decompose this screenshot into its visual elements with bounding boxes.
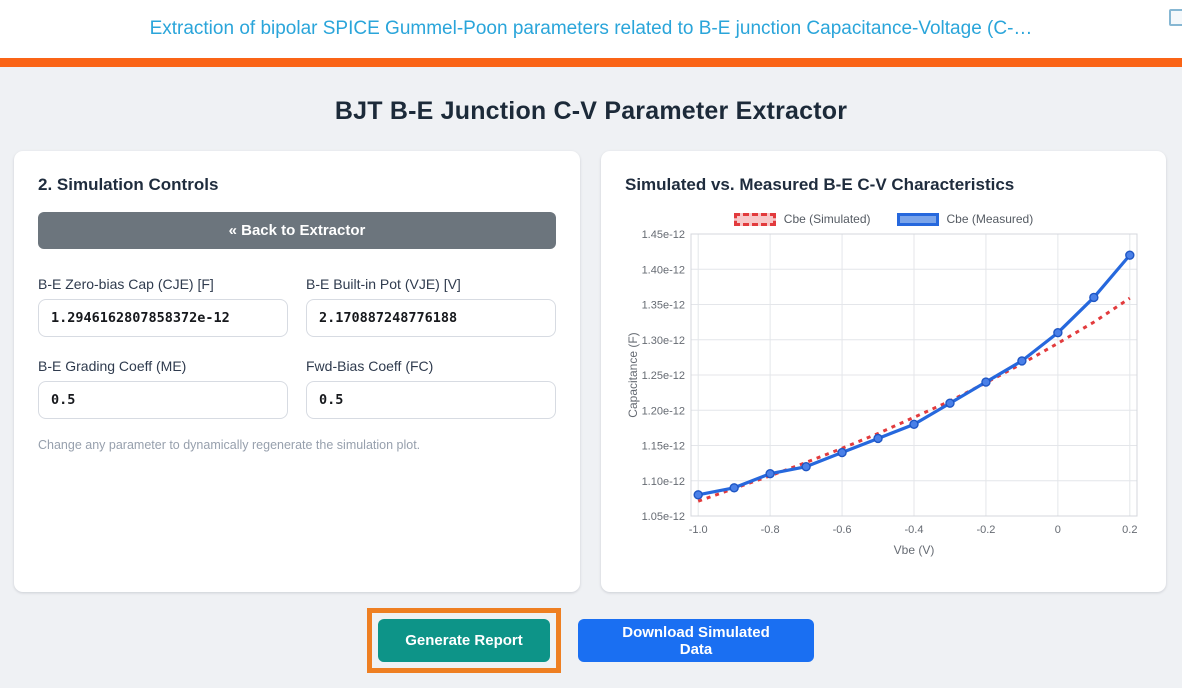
vje-input[interactable] — [306, 299, 556, 337]
controls-note: Change any parameter to dynamically rege… — [38, 438, 421, 452]
svg-text:0: 0 — [1055, 524, 1061, 536]
simulated-series-label: Cbe (Simulated) — [783, 212, 871, 226]
app-header: Extraction of bipolar SPICE Gummel-Poon … — [0, 0, 1182, 58]
simulated-series-swatch — [733, 212, 776, 226]
svg-text:Vbe (V): Vbe (V) — [894, 543, 935, 557]
fc-input[interactable] — [306, 381, 556, 419]
me-input[interactable] — [38, 381, 288, 419]
field-fc: Fwd-Bias Coeff (FC) — [306, 358, 556, 419]
field-cje: B-E Zero-bias Cap (CJE) [F] — [38, 276, 288, 337]
svg-text:1.40e-12: 1.40e-12 — [642, 264, 685, 276]
app-header-title: Extraction of bipolar SPICE Gummel-Poon … — [149, 18, 1033, 39]
parameter-fields: B-E Zero-bias Cap (CJE) [F] B-E Built-in… — [38, 276, 556, 419]
back-to-extractor-button[interactable]: « Back to Extractor — [38, 212, 556, 249]
cv-chart: 1.05e-12 1.10e-12 1.15e-12 1.20e-12 1.25e-12… — [626, 229, 1138, 557]
measured-series-swatch — [896, 212, 939, 226]
chart-heading: Simulated vs. Measured B-E C-V Character… — [625, 175, 1015, 194]
svg-text:1.30e-12: 1.30e-12 — [642, 335, 685, 347]
svg-text:1.45e-12: 1.45e-12 — [642, 229, 685, 241]
svg-text:1.05e-12: 1.05e-12 — [642, 511, 685, 523]
page-title: BJT B-E Junction C-V Parameter Extractor — [334, 97, 848, 125]
svg-text:1.15e-12: 1.15e-12 — [642, 441, 685, 453]
cje-input[interactable] — [38, 299, 288, 337]
field-me: B-E Grading Coeff (ME) — [38, 358, 288, 419]
svg-text:-1.0: -1.0 — [689, 524, 708, 536]
chart-panel: Simulated vs. Measured B-E C-V Character… — [601, 151, 1166, 592]
svg-text:1.35e-12: 1.35e-12 — [642, 300, 685, 312]
generate-report-button[interactable]: Generate Report — [378, 619, 550, 662]
cje-label: B-E Zero-bias Cap (CJE) [F] — [38, 276, 214, 292]
svg-text:-0.8: -0.8 — [761, 524, 780, 536]
legend-item-measured: Cbe (Measured) — [896, 212, 1034, 226]
external-window-icon[interactable] — [1169, 9, 1182, 26]
svg-text:1.20e-12: 1.20e-12 — [642, 405, 685, 417]
controls-heading: 2. Simulation Controls — [38, 175, 219, 194]
vje-label: B-E Built-in Pot (VJE) [V] — [306, 276, 461, 292]
field-vje: B-E Built-in Pot (VJE) [V] — [306, 276, 556, 337]
measured-series-label: Cbe (Measured) — [946, 212, 1034, 226]
simulation-controls-panel: 2. Simulation Controls « Back to Extract… — [14, 151, 580, 592]
svg-text:1.25e-12: 1.25e-12 — [642, 370, 685, 382]
legend-item-simulated: Cbe (Simulated) — [733, 212, 871, 226]
svg-text:1.10e-12: 1.10e-12 — [642, 476, 685, 488]
svg-text:0.2: 0.2 — [1122, 524, 1137, 536]
svg-text:Capacitance (F): Capacitance (F) — [626, 332, 640, 417]
accent-bar — [0, 58, 1182, 67]
svg-text:-0.4: -0.4 — [905, 524, 924, 536]
download-simulated-data-button[interactable]: Download Simulated Data — [578, 619, 814, 662]
me-label: B-E Grading Coeff (ME) — [38, 358, 187, 374]
svg-text:-0.6: -0.6 — [833, 524, 852, 536]
action-highlight-box: Generate Report — [367, 608, 561, 673]
actions-row: Generate Report Download Simulated Data — [367, 608, 814, 673]
fc-label: Fwd-Bias Coeff (FC) — [306, 358, 434, 374]
chart-legend: Cbe (Simulated) Cbe (Measured) — [625, 212, 1142, 226]
svg-text:-0.2: -0.2 — [976, 524, 995, 536]
